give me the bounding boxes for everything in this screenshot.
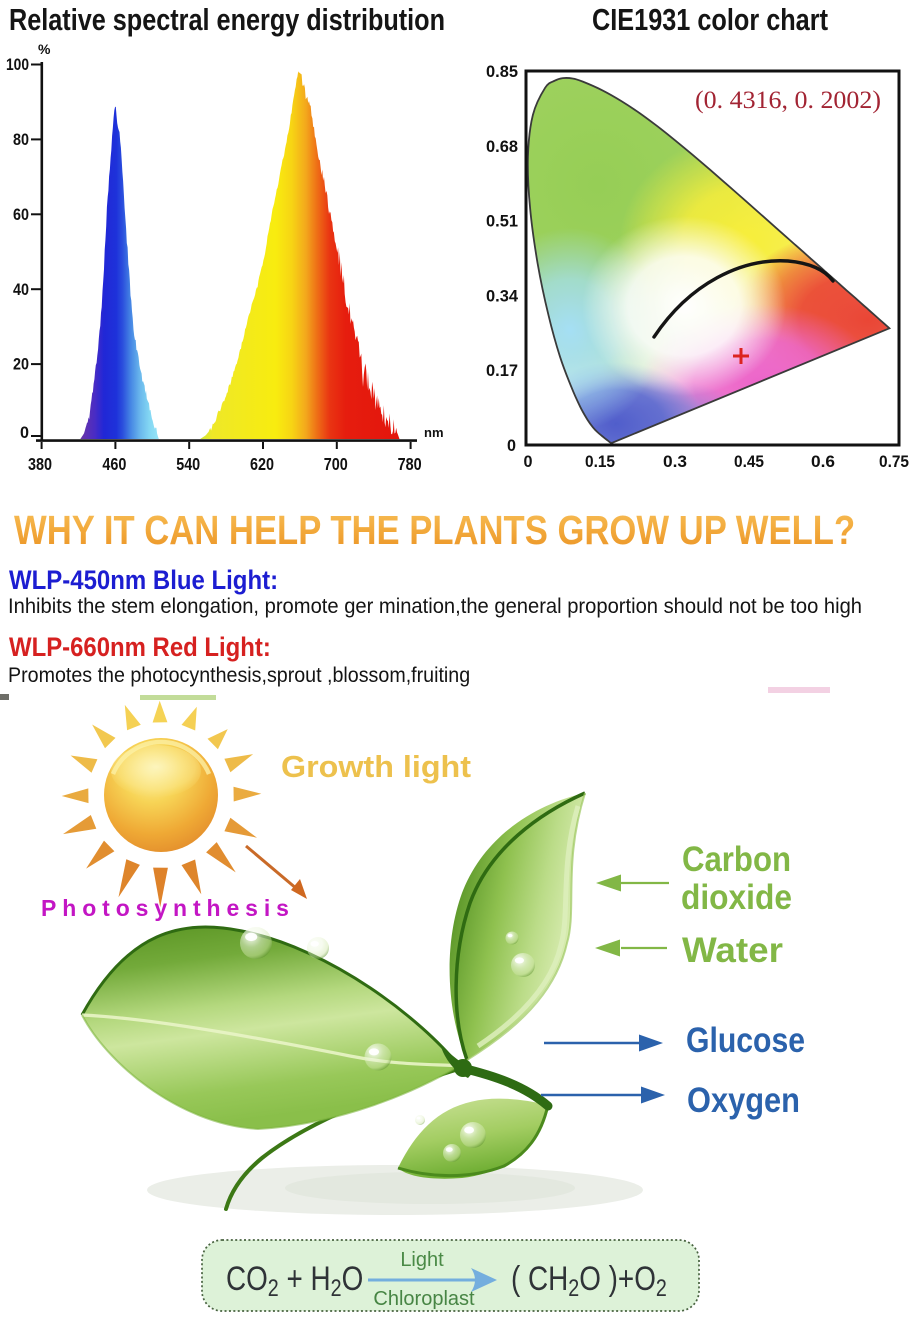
svg-text:Relative spectral energy distr: Relative spectral energy distribution xyxy=(9,2,445,37)
svg-text:0.3: 0.3 xyxy=(663,452,687,471)
svg-text:540: 540 xyxy=(176,454,200,474)
svg-text:0.6: 0.6 xyxy=(811,452,835,471)
svg-text:460: 460 xyxy=(102,454,126,474)
svg-text:Water: Water xyxy=(682,931,783,970)
svg-text:0: 0 xyxy=(20,423,29,442)
svg-text:dioxide: dioxide xyxy=(681,878,792,917)
svg-text:0.17: 0.17 xyxy=(486,361,518,380)
svg-text:700: 700 xyxy=(324,454,348,474)
svg-text:0.15: 0.15 xyxy=(585,452,615,471)
svg-text:100: 100 xyxy=(6,55,29,74)
svg-text:nm: nm xyxy=(424,425,444,440)
svg-text:0.34: 0.34 xyxy=(486,286,519,305)
svg-text:%: % xyxy=(38,41,51,57)
svg-text:40: 40 xyxy=(13,280,29,299)
svg-text:380: 380 xyxy=(28,454,52,474)
svg-text:780: 780 xyxy=(398,454,422,474)
svg-text:0: 0 xyxy=(507,436,516,455)
svg-text:620: 620 xyxy=(250,454,274,474)
svg-text:Carbon: Carbon xyxy=(682,840,791,879)
svg-text:(0. 4316, 0. 2002): (0. 4316, 0. 2002) xyxy=(695,87,881,114)
svg-text:Glucose: Glucose xyxy=(686,1021,805,1060)
svg-text:0.75: 0.75 xyxy=(879,452,909,471)
svg-text:0: 0 xyxy=(524,452,533,471)
svg-text:0.85: 0.85 xyxy=(486,62,518,81)
svg-text:Light: Light xyxy=(400,1249,444,1271)
svg-text:CIE1931 color chart: CIE1931 color chart xyxy=(592,2,828,37)
svg-text:CO2 + H2O: CO2 + H2O xyxy=(226,1259,363,1301)
svg-text:0.51: 0.51 xyxy=(486,212,518,231)
svg-text:( CH2O )+O2: ( CH2O )+O2 xyxy=(511,1259,667,1301)
svg-text:0.45: 0.45 xyxy=(734,452,764,471)
svg-text:Photosynthesis: Photosynthesis xyxy=(41,895,295,921)
svg-text:Growth light: Growth light xyxy=(281,749,471,784)
svg-text:80: 80 xyxy=(13,130,29,149)
svg-text:Chloroplast: Chloroplast xyxy=(373,1288,475,1310)
svg-text:Oxygen: Oxygen xyxy=(687,1081,800,1120)
svg-text:60: 60 xyxy=(13,205,29,224)
svg-text:0.68: 0.68 xyxy=(486,137,518,156)
svg-text:20: 20 xyxy=(13,355,29,374)
